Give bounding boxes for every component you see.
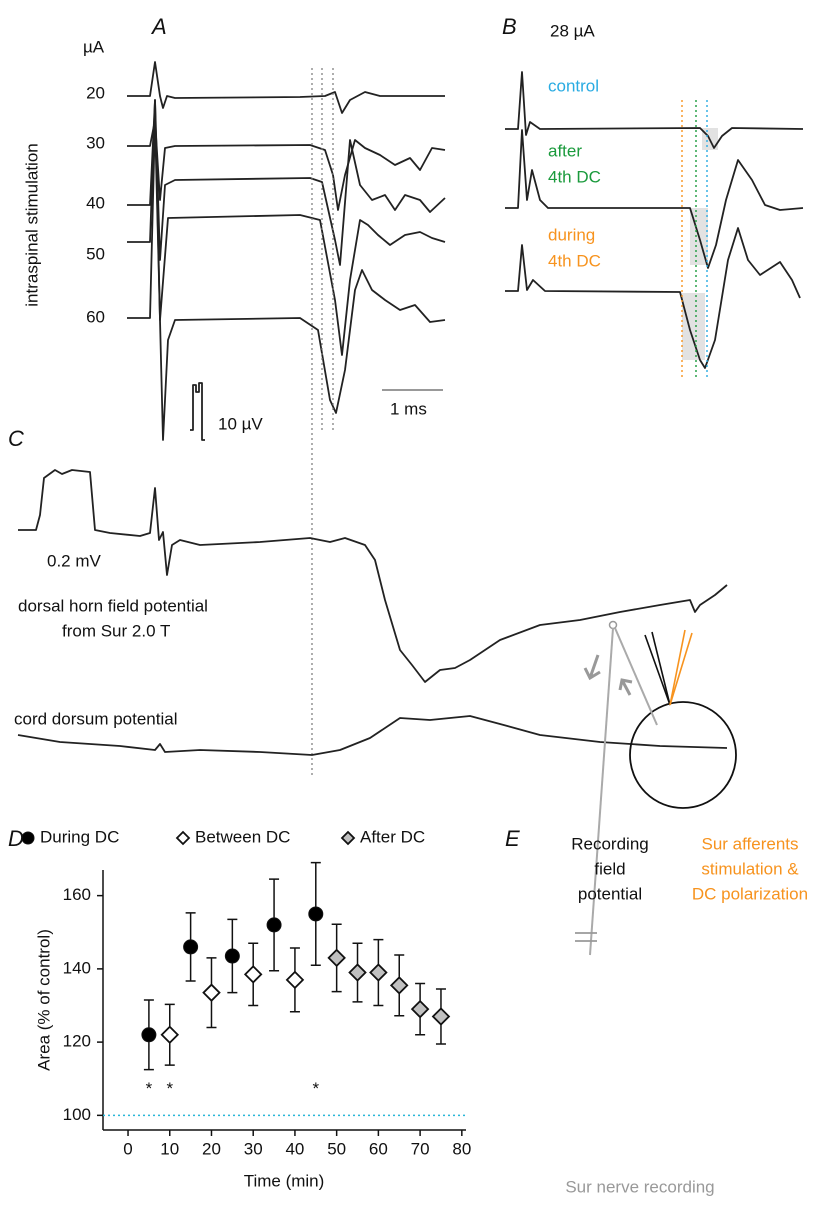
point — [141, 1027, 157, 1043]
trace-label: from Sur 2.0 T — [62, 621, 170, 640]
intensity-label: 30 — [86, 133, 105, 152]
diagram-label: stimulation & — [701, 859, 799, 878]
point — [308, 906, 324, 922]
y-axis-label: Area (% of control) — [34, 929, 53, 1071]
legend-marker — [340, 830, 356, 846]
panel-label: D — [8, 826, 24, 851]
diagram-label: Sur nerve recording — [565, 1177, 714, 1196]
x-tick-label: 60 — [369, 1139, 388, 1158]
trace-label: dorsal horn field potential — [18, 596, 208, 615]
intensity-label: 50 — [86, 244, 105, 263]
scale-label: 10 µV — [218, 414, 263, 433]
diagram-label: Sur afferents — [701, 834, 798, 853]
x-tick-label: 70 — [411, 1139, 430, 1158]
trace-label: control — [548, 76, 599, 95]
intensity-label: 20 — [86, 83, 105, 102]
axis-label: intraspinal stimulation — [22, 143, 41, 306]
y-tick-label: 160 — [63, 885, 91, 904]
point — [389, 976, 409, 995]
panel-label: C — [8, 426, 24, 451]
scale-label: 0.2 mV — [47, 551, 102, 570]
x-tick-label: 30 — [244, 1139, 263, 1158]
x-tick-label: 0 — [123, 1139, 132, 1158]
point — [285, 970, 305, 990]
point — [327, 948, 346, 968]
point — [369, 963, 388, 982]
x-tick-label: 20 — [202, 1139, 221, 1158]
panel-label: E — [505, 826, 520, 851]
traces-b — [505, 71, 804, 380]
legend-label: Between DC — [195, 827, 290, 846]
legend-label: During DC — [40, 827, 119, 846]
traces-a — [127, 61, 446, 775]
x-axis-label: Time (min) — [244, 1171, 325, 1190]
y-tick-label: 120 — [63, 1032, 91, 1051]
intensity-label: 40 — [86, 193, 105, 212]
legend-marker — [21, 831, 35, 845]
scale-label: 1 ms — [390, 399, 427, 418]
annotation: * — [166, 1079, 173, 1098]
trace-label: 4th DC — [548, 251, 601, 270]
diagram-label: DC polarization — [692, 884, 808, 903]
traces-c — [17, 469, 728, 756]
legend-marker — [175, 830, 191, 846]
y-tick-label: 100 — [63, 1105, 91, 1124]
trace-label: cord dorsum potential — [14, 709, 177, 728]
point — [431, 1007, 451, 1026]
diagram — [575, 620, 737, 956]
panel-label: B — [502, 14, 517, 39]
x-tick-label: 80 — [452, 1139, 471, 1158]
chart: Area (% of control) Time (min) 100120140… — [21, 827, 471, 1190]
point — [202, 983, 221, 1002]
trace-label: during — [548, 225, 595, 244]
point — [224, 948, 240, 964]
diagram-label: field — [594, 859, 625, 878]
annotation: * — [146, 1079, 153, 1098]
y-tick-label: 140 — [63, 958, 91, 977]
point — [183, 939, 199, 955]
intensity-label: 60 — [86, 307, 105, 326]
diagram-label: Recording — [571, 834, 649, 853]
annotation: * — [312, 1079, 319, 1098]
x-tick-label: 50 — [327, 1139, 346, 1158]
panel-label: A — [150, 14, 167, 39]
point — [243, 965, 263, 984]
point — [266, 917, 282, 933]
diagram-label: potential — [578, 884, 642, 903]
intensity-label: 28 µA — [550, 21, 595, 40]
legend-label: After DC — [360, 827, 425, 846]
x-tick-label: 40 — [285, 1139, 304, 1158]
point — [410, 999, 430, 1019]
point — [348, 963, 367, 982]
trace-label: after — [548, 141, 582, 160]
unit-label: µA — [83, 37, 105, 56]
point — [160, 1025, 180, 1045]
x-tick-label: 10 — [160, 1139, 179, 1158]
trace-label: 4th DC — [548, 167, 601, 186]
